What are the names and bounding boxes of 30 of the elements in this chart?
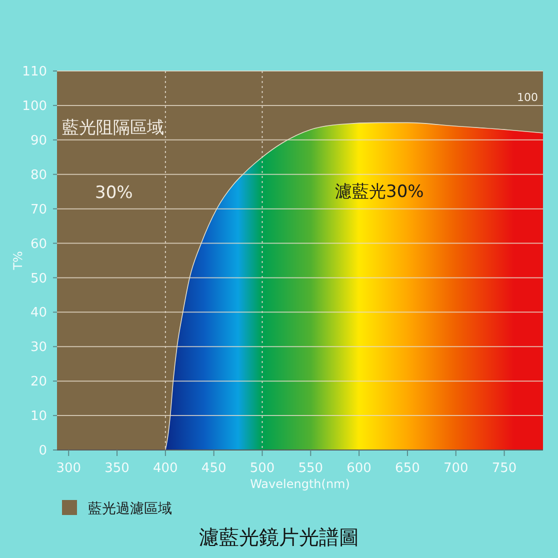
x-tick-label: 700 <box>443 461 468 476</box>
y-tick-label: 90 <box>30 133 47 148</box>
y-tick-label: 20 <box>30 374 47 390</box>
legend-label: 藍光過濾區域 <box>88 500 172 517</box>
y-tick-label: 50 <box>30 271 47 286</box>
text: 濾藍光鏡片光譜圖 <box>199 525 359 549</box>
y-tick-label: 70 <box>30 202 47 218</box>
y-tick-label: 0 <box>38 444 47 459</box>
x-tick-label: 750 <box>492 461 517 476</box>
x-axis-title: Wavelength(nm) <box>250 477 350 491</box>
x-tick-label: 500 <box>250 461 275 476</box>
y-tick-label: 10 <box>30 409 47 424</box>
x-tick-label: 650 <box>395 461 420 476</box>
x-tick-label: 550 <box>298 461 324 476</box>
x-tick-label: 350 <box>104 461 130 476</box>
annotation: 30% <box>95 183 133 203</box>
annotation: 濾藍光30% <box>335 182 424 202</box>
y-tick-label: 60 <box>30 236 47 252</box>
annotation: 100 <box>517 91 538 104</box>
x-tick-label: 450 <box>201 461 226 476</box>
y-axis-title: T% <box>11 251 25 271</box>
y-tick-label: 40 <box>30 306 47 321</box>
y-tick-label: 30 <box>30 340 47 356</box>
y-tick-label: 100 <box>22 99 47 114</box>
x-tick-label: 600 <box>346 461 372 476</box>
annotation: 藍光阻隔區域 <box>62 118 164 138</box>
y-tick-label: 80 <box>30 168 47 183</box>
x-tick-label: 300 <box>56 461 82 476</box>
y-tick-label: 110 <box>22 64 47 80</box>
x-tick-label: 400 <box>153 461 178 476</box>
